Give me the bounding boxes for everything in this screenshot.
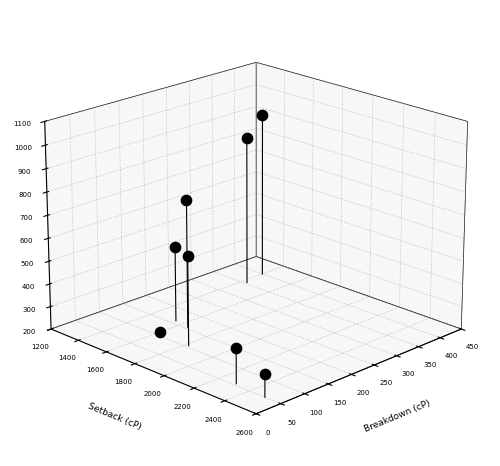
X-axis label: Breakdown (cP): Breakdown (cP) — [363, 398, 432, 434]
Y-axis label: Setback (cP): Setback (cP) — [87, 401, 142, 431]
